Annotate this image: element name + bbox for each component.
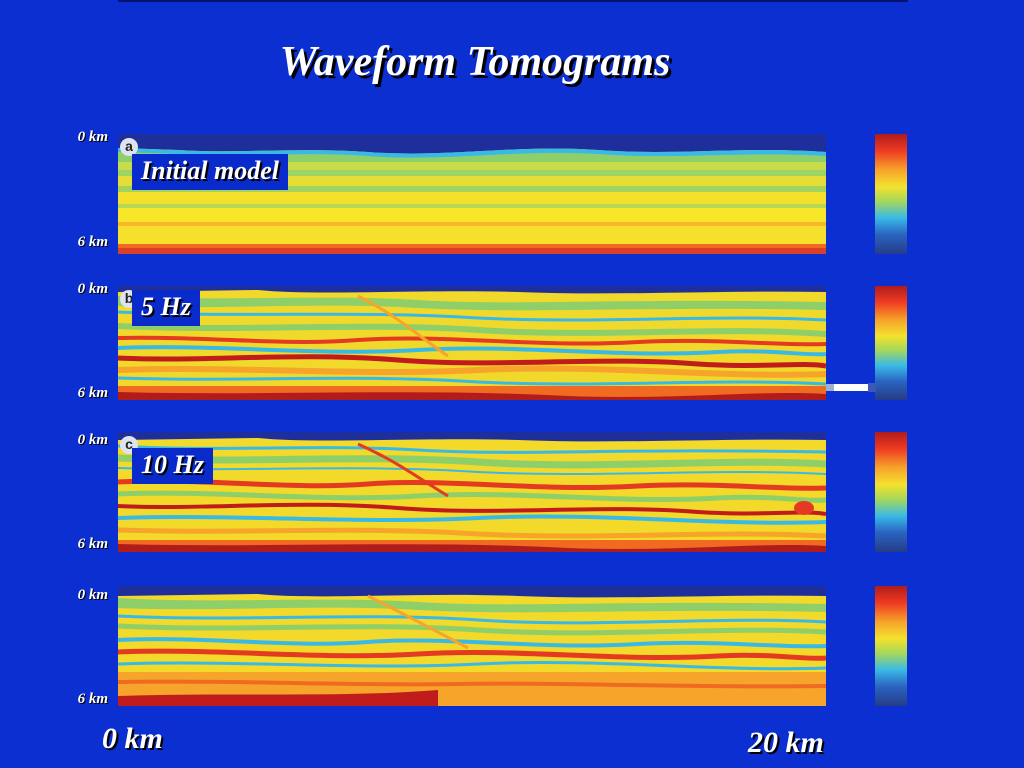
tomogram-panel-final — [118, 586, 826, 706]
tomogram-image — [118, 586, 826, 706]
x-axis-start-label: 0 km — [102, 722, 163, 755]
panel-label: Initial model — [132, 154, 288, 190]
panel-label: 10 Hz — [132, 448, 213, 484]
top-border-line — [118, 0, 908, 2]
panel-letter-badge: a — [120, 138, 138, 156]
depth-top-label: 0 km — [77, 129, 108, 145]
tomogram-panel-initial-model: a Initial model — [118, 134, 826, 254]
tomogram-image — [118, 286, 826, 400]
connector-end — [868, 383, 876, 392]
colorbar — [875, 586, 907, 706]
depth-top-label: 0 km — [77, 432, 108, 448]
panel-label: 5 Hz — [132, 290, 200, 326]
x-axis-end-label: 20 km — [748, 726, 824, 759]
tomogram-panel-5hz: b 5 Hz — [118, 286, 826, 400]
depth-top-label: 0 km — [77, 587, 108, 603]
tomogram-image — [118, 432, 826, 552]
colorbar — [875, 134, 907, 254]
depth-top-label: 0 km — [77, 281, 108, 297]
colorbar — [875, 432, 907, 552]
tomogram-image — [118, 134, 826, 254]
depth-bottom-label: 6 km — [77, 385, 108, 401]
colorbar — [875, 286, 907, 400]
tomogram-panel-10hz: c 10 Hz — [118, 432, 826, 552]
depth-bottom-label: 6 km — [77, 536, 108, 552]
connector-bar — [826, 384, 870, 391]
slide-title: Waveform Tomograms — [279, 39, 671, 85]
depth-bottom-label: 6 km — [77, 234, 108, 250]
depth-bottom-label: 6 km — [77, 691, 108, 707]
